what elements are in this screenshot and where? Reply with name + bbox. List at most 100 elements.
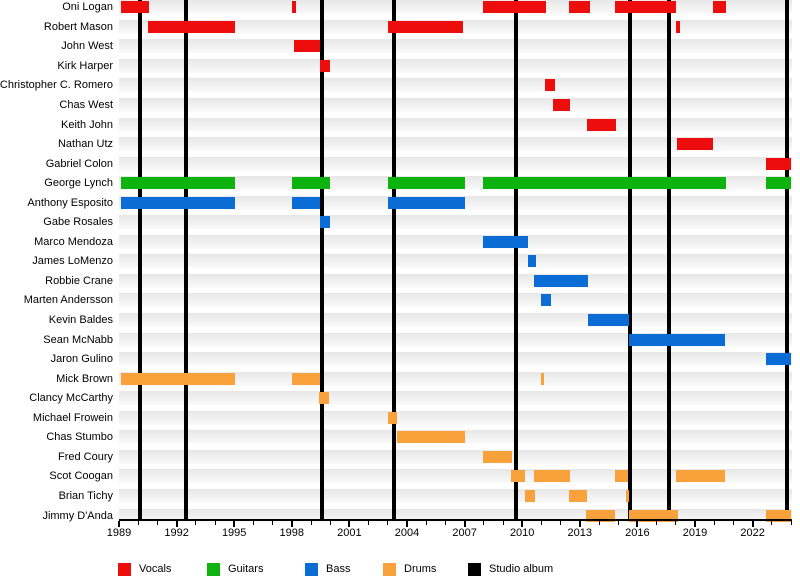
axis-major-tick	[118, 521, 120, 527]
membership-bar-drums	[585, 509, 616, 522]
membership-bar-drums	[482, 450, 512, 463]
axis-minor-tick	[444, 521, 446, 525]
axis-year-label: 2016	[625, 527, 650, 539]
axis-minor-tick	[732, 521, 734, 525]
axis-major-tick	[578, 521, 581, 527]
axis-year-label: 2010	[509, 527, 535, 539]
axis-minor-tick	[425, 521, 427, 525]
member-name: George Lynch	[44, 177, 113, 190]
axis-year-label: 1989	[106, 527, 132, 539]
member-name: Robert Mason	[43, 20, 113, 33]
membership-bar-drums	[533, 470, 571, 483]
axis-year-label: 2001	[337, 527, 362, 539]
studio-album-line	[627, 0, 632, 520]
member-name: John West	[61, 40, 113, 53]
membership-bar-guitars	[291, 177, 331, 190]
axis-minor-tick	[214, 521, 216, 525]
membership-bar-bass	[628, 333, 725, 346]
row-stripe	[119, 352, 792, 367]
membership-bar-vocals	[147, 20, 236, 33]
legend-label: Guitars	[228, 563, 264, 575]
axis-major-tick	[636, 521, 639, 527]
member-name: Robbie Crane	[45, 274, 113, 287]
axis-minor-tick	[656, 521, 658, 525]
studio-album-line	[391, 0, 396, 520]
member-name: Jimmy D'Anda	[42, 509, 113, 522]
member-name: Kevin Baldes	[48, 314, 113, 326]
membership-bar-drums	[541, 372, 545, 385]
membership-bar-bass	[766, 353, 791, 366]
membership-bar-bass	[319, 216, 331, 229]
membership-bar-vocals	[676, 138, 714, 151]
axis-major-tick	[694, 521, 696, 527]
axis-major-tick	[233, 521, 236, 527]
legend-swatch-studio-album	[468, 563, 481, 576]
row-stripe	[119, 488, 792, 503]
membership-bar-drums	[397, 431, 465, 444]
axis-minor-tick	[310, 521, 312, 525]
member-name: Sean McNabb	[43, 333, 113, 346]
row-stripe	[119, 234, 792, 249]
legend-label: Drums	[404, 563, 437, 575]
axis-major-tick	[406, 521, 408, 527]
axis-minor-tick	[790, 521, 792, 525]
membership-bar-drums	[628, 509, 678, 522]
membership-bar-vocals	[552, 98, 571, 111]
axis-minor-tick	[195, 521, 197, 525]
membership-bar-vocals	[766, 157, 791, 170]
axis-year-label: 1995	[221, 527, 247, 539]
axis-year-label: 2013	[567, 527, 593, 539]
membership-bar-vocals	[120, 1, 149, 14]
membership-bar-guitars	[120, 177, 236, 190]
row-stripe	[119, 449, 792, 464]
axis-year-label: 1998	[279, 527, 305, 539]
row-stripe	[119, 254, 792, 269]
membership-bar-bass	[533, 274, 589, 287]
membership-bar-drums	[318, 392, 330, 405]
membership-bar-drums	[387, 411, 398, 424]
axis-year-label: 2007	[452, 527, 477, 539]
row-stripe	[119, 58, 792, 73]
membership-bar-drums	[525, 489, 535, 502]
axis-major-tick	[463, 521, 466, 527]
studio-album-line	[184, 0, 189, 520]
axis-minor-tick	[272, 521, 274, 525]
membership-bar-vocals	[293, 40, 320, 53]
member-name: Nathan Utz	[57, 138, 113, 151]
member-name: Brian Tichy	[58, 489, 113, 502]
membership-bar-vocals	[482, 1, 547, 14]
legend-label: Studio album	[489, 563, 554, 575]
axis-year-label: 1992	[164, 527, 189, 539]
member-name: Clancy McCarthy	[29, 392, 113, 405]
axis-major-tick	[348, 521, 351, 527]
legend-swatch-drums	[383, 563, 396, 576]
member-name: Gabe Rosales	[43, 216, 113, 229]
membership-bar-vocals	[569, 1, 591, 14]
member-name: Gabriel Colon	[45, 157, 113, 170]
studio-album-line	[138, 0, 143, 520]
axis-minor-tick	[675, 521, 677, 525]
row-stripe	[119, 117, 792, 132]
row-stripe	[119, 313, 792, 327]
axis-year-label: 2019	[682, 527, 708, 539]
membership-bar-guitars	[482, 177, 726, 190]
member-name: Marten Andersson	[23, 294, 113, 307]
axis-year-label: 2022	[740, 527, 765, 539]
row-stripe	[119, 156, 792, 171]
member-name: Chas West	[59, 98, 113, 111]
legend-swatch-vocals	[118, 563, 131, 576]
member-name: Scot Coogan	[49, 470, 113, 483]
membership-bar-drums	[120, 372, 236, 385]
axis-major-tick	[290, 521, 293, 527]
membership-bar-drums	[625, 489, 629, 502]
axis-minor-tick	[617, 521, 619, 525]
row-stripe	[119, 410, 792, 425]
membership-bar-bass	[387, 196, 465, 209]
row-stripe	[119, 293, 792, 308]
membership-bar-drums	[291, 372, 320, 385]
row-stripe	[119, 0, 792, 15]
membership-bar-vocals	[713, 1, 726, 14]
row-stripe	[119, 371, 792, 386]
member-name: Fred Coury	[57, 450, 113, 463]
